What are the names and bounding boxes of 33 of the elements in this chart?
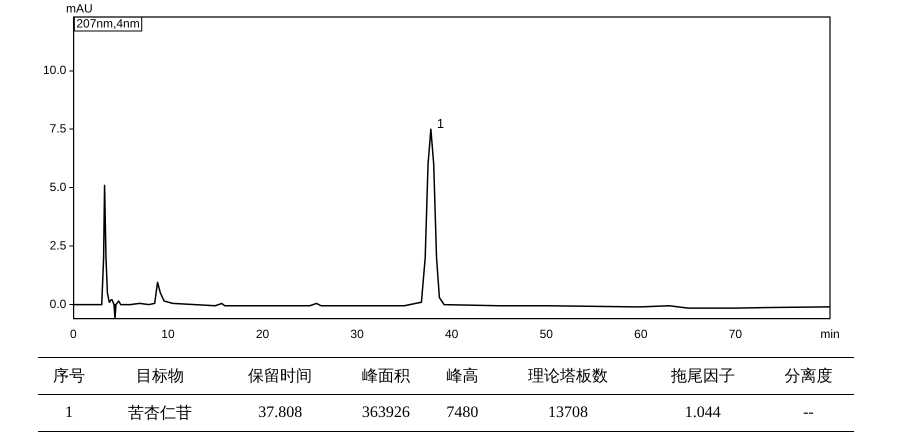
x-tick-label: 60 bbox=[634, 327, 648, 342]
x-tick-label: 70 bbox=[728, 327, 742, 342]
y-tick-label: 10.0 bbox=[42, 63, 67, 78]
x-tick-label: 0 bbox=[70, 327, 78, 342]
x-tick-label: 20 bbox=[256, 327, 270, 342]
text: 7480 bbox=[431, 394, 494, 432]
text: 分离度 bbox=[762, 358, 854, 394]
text: 1.044 bbox=[642, 394, 763, 432]
text: 37.808 bbox=[220, 394, 340, 432]
y-tick-label: 5.0 bbox=[50, 180, 67, 194]
annotation: 1 bbox=[436, 116, 444, 131]
text: 拖尾因子 bbox=[642, 358, 763, 394]
text: 理论塔板数 bbox=[493, 358, 643, 394]
y-tick-label: 2.5 bbox=[50, 238, 67, 252]
y-tick-label: 0.0 bbox=[50, 296, 67, 311]
text: 目标物 bbox=[100, 358, 220, 394]
x-tick-label: min bbox=[820, 327, 840, 342]
x-tick-label: 30 bbox=[350, 327, 364, 342]
text: 363926 bbox=[340, 394, 432, 432]
x-tick-label: 10 bbox=[161, 327, 175, 342]
text: 保留时间 bbox=[220, 358, 340, 394]
text: 峰高 bbox=[431, 358, 494, 394]
y-axis-title: mAU bbox=[66, 1, 93, 16]
annotation: 207nm,4nm bbox=[76, 16, 140, 30]
text: 峰面积 bbox=[340, 358, 432, 394]
text: 13708 bbox=[493, 394, 643, 432]
x-tick-label: 50 bbox=[540, 327, 554, 342]
y-tick-label: 7.5 bbox=[50, 122, 67, 136]
text: 1 bbox=[38, 394, 100, 432]
text: 苦杏仁苷 bbox=[100, 394, 220, 432]
text: -- bbox=[762, 394, 854, 432]
x-tick-label: 40 bbox=[445, 327, 459, 342]
text: 序号 bbox=[38, 358, 100, 394]
